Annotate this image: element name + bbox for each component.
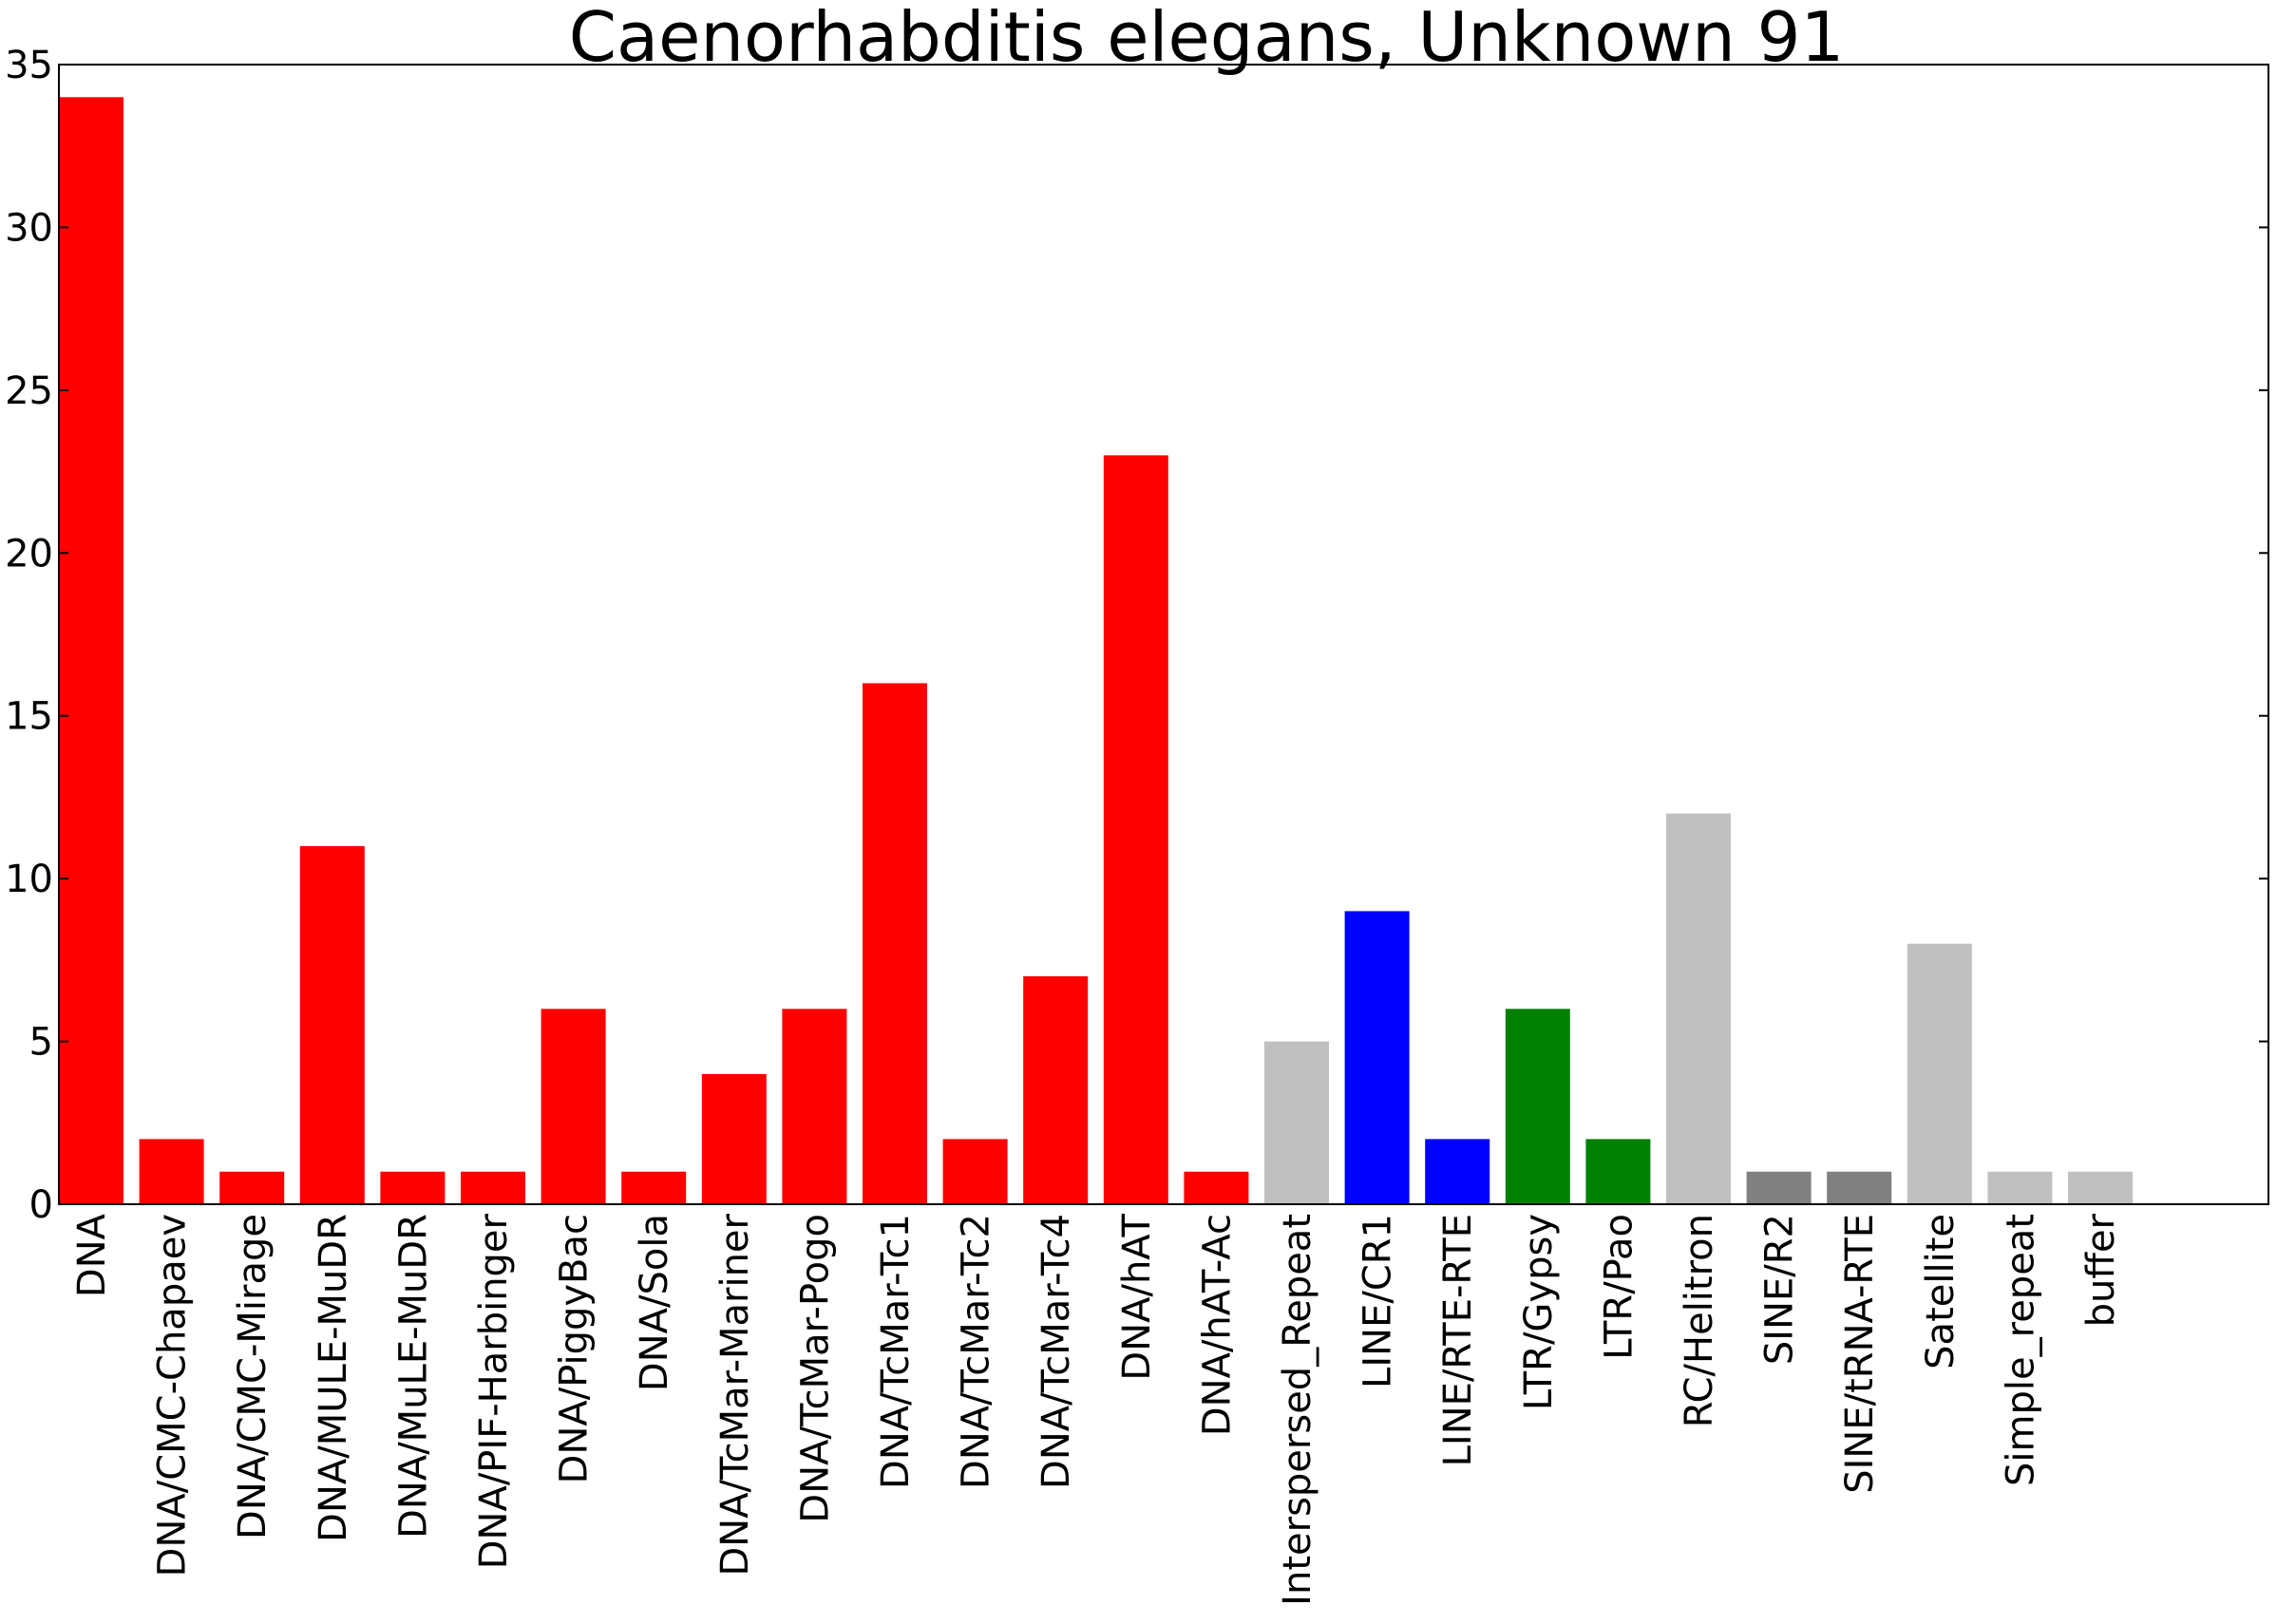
y-tick-label-5: 25 (5, 369, 53, 413)
bar-14 (1184, 1171, 1249, 1204)
bar-2 (219, 1171, 285, 1204)
y-tick-label-6: 30 (5, 206, 53, 250)
bar-13 (1103, 455, 1168, 1204)
x-tick-label-1: DNA/CMC-Chapaev (151, 1214, 195, 1577)
bar-1 (139, 1139, 204, 1204)
y-tick-label-3: 15 (5, 695, 53, 739)
bar-15 (1264, 1041, 1329, 1204)
bar-24 (1987, 1171, 2053, 1204)
x-tick-label-4: DNA/MuLE-MuDR (391, 1214, 435, 1539)
x-tick-label-23: Satellite (1919, 1214, 1963, 1369)
x-tick-label-20: RC/Helitron (1678, 1214, 1721, 1427)
x-tick-label-25: buffer (2079, 1213, 2123, 1327)
x-tick-label-0: DNA (70, 1213, 114, 1297)
plot-frame (58, 64, 2269, 1205)
y-tick-label-7: 35 (5, 44, 53, 87)
bar-9 (782, 1009, 847, 1204)
bar-3 (299, 845, 365, 1204)
x-tick-label-15: Interspersed_Repeat (1276, 1214, 1319, 1606)
x-tick-label-5: DNA/PIF-Harbinger (472, 1213, 516, 1569)
bar-22 (1827, 1171, 1892, 1204)
x-tick-label-7: DNA/Sola (633, 1214, 676, 1391)
bar-11 (942, 1139, 1008, 1204)
y-tick-label-4: 20 (5, 532, 53, 576)
bar-20 (1666, 813, 1731, 1204)
x-tick-label-24: Simple_repeat (1999, 1214, 2042, 1486)
bar-4 (380, 1171, 446, 1204)
x-tick-label-22: SINE/tRNA-RTE (1838, 1214, 1882, 1494)
bar-6 (541, 1009, 606, 1204)
bar-18 (1505, 1009, 1570, 1204)
bar-16 (1344, 911, 1410, 1204)
x-tick-label-21: SINE/R2 (1758, 1214, 1802, 1365)
x-tick-label-13: DNA/hAT (1115, 1213, 1159, 1380)
x-tick-label-6: DNA/PiggyBac (553, 1214, 597, 1483)
y-tick-label-1: 5 (29, 1021, 53, 1065)
x-tick-label-2: DNA/CMC-Mirage (231, 1214, 275, 1539)
x-tick-label-14: DNA/hAT-Ac (1195, 1214, 1239, 1436)
x-tick-label-17: LINE/RTE-RTE (1436, 1214, 1480, 1466)
x-tick-label-3: DNA/MULE-MuDR (312, 1214, 355, 1542)
x-tick-label-10: DNA/TcMar-Tc1 (874, 1214, 918, 1489)
x-tick-label-11: DNA/TcMar-Tc2 (955, 1214, 998, 1489)
bar-12 (1023, 976, 1089, 1204)
bar-7 (621, 1171, 687, 1204)
x-tick-label-16: LINE/CR1 (1357, 1214, 1400, 1388)
x-tick-label-9: DNA/TcMar-Pogo (793, 1214, 837, 1523)
y-axis-ticks: 0 5 10 15 20 25 30 35 (5, 44, 2268, 1227)
bar-25 (2068, 1171, 2133, 1204)
bar-5 (461, 1171, 525, 1204)
bar-23 (1907, 943, 1972, 1204)
bar-21 (1746, 1171, 1812, 1204)
x-tick-label-19: LTR/Pao (1597, 1214, 1641, 1360)
bar-0 (59, 97, 123, 1204)
x-axis-labels: DNA DNA/CMC-Chapaev DNA/CMC-Mirage DNA/MULE… (70, 1213, 2123, 1605)
y-tick-label-2: 10 (5, 858, 53, 901)
bar-19 (1585, 1139, 1651, 1204)
bars (59, 97, 2133, 1204)
y-tick-label-0: 0 (29, 1183, 53, 1227)
x-tick-label-12: DNA/TcMar-Tc4 (1034, 1214, 1078, 1489)
bar-17 (1425, 1139, 1490, 1204)
bar-8 (701, 1073, 767, 1204)
bar-10 (863, 683, 927, 1204)
x-tick-label-8: DNA/TcMar-Mariner (713, 1213, 757, 1576)
x-tick-label-18: LTR/Gypsy (1517, 1214, 1561, 1410)
